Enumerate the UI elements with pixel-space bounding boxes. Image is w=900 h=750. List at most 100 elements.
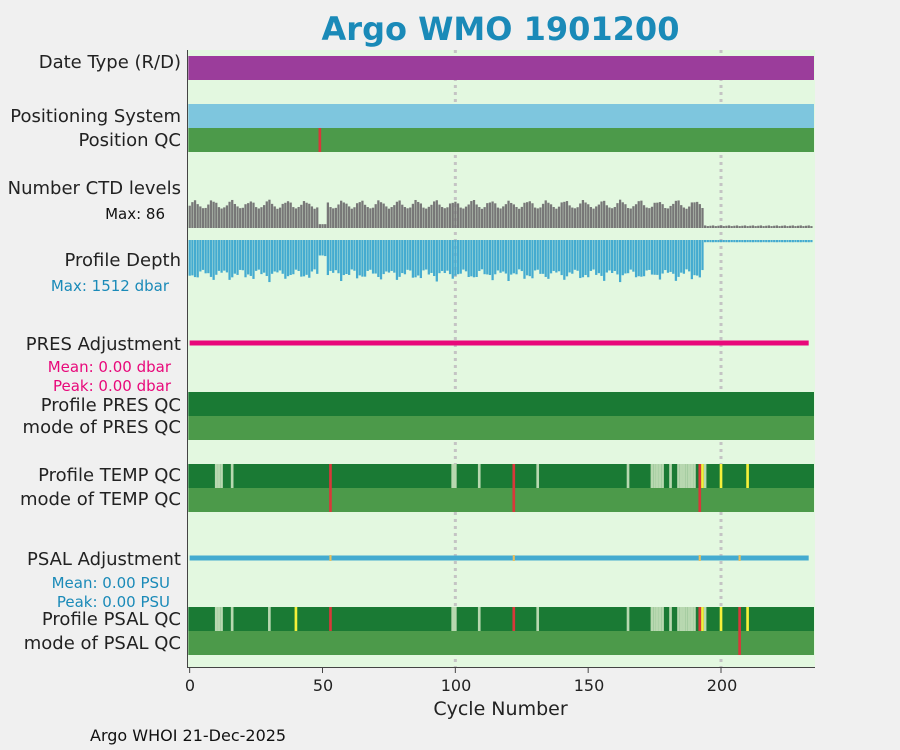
profile-depth-bar (571, 240, 574, 274)
ctd-level-bar (454, 201, 457, 228)
ctd-level-bar (648, 208, 651, 228)
profile-psal-qc-missing-mark (268, 607, 271, 631)
profile-depth-bar (430, 240, 433, 273)
ctd-level-bar (677, 200, 680, 228)
ctd-level-bar (451, 202, 454, 228)
ctd-level-bar (688, 206, 691, 228)
profile-depth-bar (265, 240, 268, 277)
row-label-profile-pres-qc: Profile PRES QC (40, 395, 181, 416)
ctd-level-bar (411, 203, 415, 228)
ctd-level-bar (313, 208, 316, 228)
ctd-level-bar (342, 202, 345, 228)
ctd-level-bar (746, 226, 749, 228)
row-label-psal-adjustment: PSAL Adjustment (26, 549, 181, 570)
ctd-level-bar (427, 206, 430, 228)
profile-depth-bar (427, 240, 430, 275)
profile-depth-bar (706, 240, 709, 243)
ctd-level-bar (709, 225, 712, 228)
ctd-level-bar (765, 225, 768, 228)
ctd-level-bar (425, 208, 428, 228)
profile-depth-bar (438, 240, 441, 274)
psal-adjustment-flag (738, 555, 741, 561)
ctd-level-bar (395, 201, 399, 228)
ctd-level-bar (406, 208, 409, 228)
profile-depth-bar (751, 240, 755, 243)
pres-peak-label: Peak: 0.00 dbar (52, 377, 171, 395)
ctd-level-bar (361, 200, 364, 228)
profile-depth-bar (366, 240, 369, 271)
ctd-level-bar (188, 205, 191, 228)
profile-depth-bar (696, 240, 699, 276)
profile-temp-qc-missing-mark (669, 464, 672, 488)
profile-psal-qc-missing-mark (687, 607, 691, 631)
profile-depth-bar (252, 240, 255, 279)
ctd-level-bar (430, 204, 433, 228)
profile-psal-qc-missing-mark (693, 607, 696, 631)
profile-depth-bar (411, 240, 415, 278)
profile-temp-qc-missing-mark (682, 464, 686, 488)
profile-depth-bar (483, 240, 486, 275)
profile-temp-qc-missing-mark (687, 464, 691, 488)
profile-depth-bar (387, 240, 391, 273)
profile-depth-bar (810, 240, 813, 243)
profile-depth-bar (363, 240, 367, 277)
ctd-level-bar (262, 205, 266, 228)
ctd-level-bar (403, 207, 407, 228)
profile-depth-bar (491, 240, 494, 281)
profile-depth-bar (807, 240, 810, 243)
profile-depth-bar (518, 240, 521, 270)
profile-depth-bar (791, 240, 794, 243)
ctd-level-bar (544, 200, 547, 228)
profile-depth-bar (390, 240, 393, 271)
profile-depth-bar (666, 240, 670, 273)
profile-depth-bar (475, 240, 478, 277)
profile-depth-bar (470, 240, 473, 277)
profile-depth-bar (714, 240, 717, 243)
positioning-band (188, 104, 815, 128)
profile-depth-bar (520, 240, 523, 272)
ctd-level-bar (603, 200, 606, 228)
ctd-level-bar (324, 224, 327, 228)
profile-depth-bar (440, 240, 444, 271)
profile-depth-bar (334, 240, 337, 271)
ctd-level-bar (563, 201, 566, 228)
profile-depth-bar (286, 240, 290, 277)
profile-depth-bar (374, 240, 377, 274)
profile-depth-bar (345, 240, 348, 274)
profile-psal-qc-missing-mark (451, 607, 455, 631)
profile-depth-bar (770, 240, 773, 243)
ctd-level-bar (743, 225, 747, 228)
profile-depth-bar (348, 240, 351, 275)
profile-depth-bar (531, 240, 534, 279)
row-label-mode-pres-qc: mode of PRES QC (22, 417, 181, 438)
ctd-level-bar (664, 208, 667, 228)
ctd-level-bar (629, 208, 632, 228)
ctd-level-bar (587, 204, 590, 228)
profile-depth-bar (353, 240, 356, 271)
ctd-level-bar (727, 225, 731, 228)
ctd-level-bar (209, 200, 213, 228)
ctd-level-bar (576, 207, 579, 228)
profile-depth-bar (324, 240, 327, 257)
profile-psal-qc-band (188, 607, 815, 631)
x-tick-label: 0 (184, 676, 196, 695)
row-label-ctd-levels: Number CTD levels (7, 178, 181, 199)
profile-depth-bar (454, 240, 457, 276)
ctd-level-bar (268, 199, 271, 228)
ctd-level-bar (369, 208, 372, 228)
ctd-level-bar (751, 225, 755, 228)
profile-psal-qc-changed-mark (719, 607, 723, 631)
profile-temp-qc-missing-mark (693, 464, 696, 488)
profile-depth-bar (422, 240, 425, 271)
ctd-level-bar (608, 207, 611, 228)
ctd-level-bar (754, 226, 757, 228)
ctd-level-bar (193, 200, 197, 228)
pres-mean-label: Mean: 0.00 dbar (47, 358, 171, 376)
profile-depth-bar (239, 240, 242, 270)
ctd-level-bar (382, 203, 385, 228)
profile-depth-bar (377, 240, 380, 277)
row-label-mode-temp-qc: mode of TEMP QC (19, 489, 181, 510)
profile-depth-bar (656, 240, 659, 275)
ctd-level-bar (409, 207, 412, 228)
profile-depth-bar (541, 240, 545, 274)
